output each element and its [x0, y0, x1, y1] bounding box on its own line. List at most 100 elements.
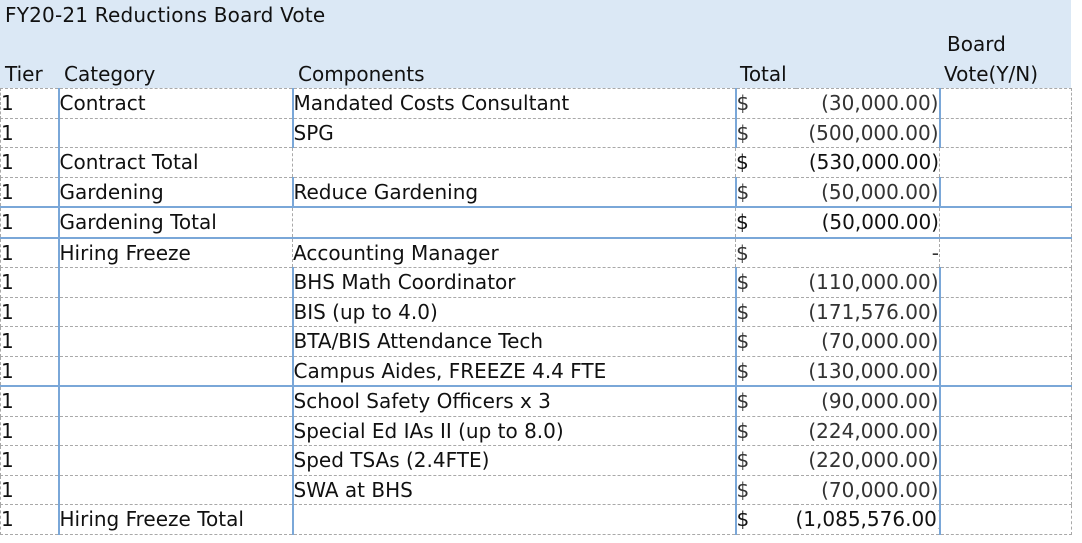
cell-category[interactable]: Hiring Freeze: [57, 237, 293, 268]
header-band: FY20-21 Reductions Board Vote Tier Categ…: [0, 0, 1071, 88]
cell-vote[interactable]: [939, 147, 1072, 178]
cell-tier[interactable]: 1: [0, 415, 59, 446]
cell-currency[interactable]: $: [734, 504, 796, 535]
cell-component[interactable]: Special Ed IAs II (up to 8.0): [291, 415, 737, 446]
cell-amount[interactable]: (171,576.00): [795, 296, 941, 327]
cell-amount[interactable]: (70,000.00): [795, 474, 941, 505]
cell-tier[interactable]: 1: [0, 88, 59, 119]
table-row: 1 Gardening Reduce Gardening $ (50,000.0…: [0, 176, 1072, 208]
cell-tier[interactable]: 1: [0, 504, 59, 535]
cell-category[interactable]: [57, 326, 293, 357]
cell-category[interactable]: [57, 296, 293, 327]
cell-tier[interactable]: 1: [0, 385, 59, 417]
cell-tier[interactable]: 1: [0, 237, 59, 268]
cell-tier[interactable]: 1: [0, 206, 59, 239]
cell-currency[interactable]: $: [734, 117, 796, 148]
cell-component[interactable]: Sped TSAs (2.4FTE): [291, 445, 737, 476]
cell-category[interactable]: [57, 267, 293, 298]
header-total[interactable]: Total: [740, 62, 787, 86]
cell-currency[interactable]: $: [734, 176, 796, 208]
cell-amount[interactable]: (220,000.00): [795, 445, 941, 476]
cell-currency[interactable]: $: [734, 88, 796, 119]
cell-vote[interactable]: [939, 355, 1072, 387]
cell-vote[interactable]: [939, 176, 1072, 208]
cell-vote[interactable]: [939, 117, 1072, 148]
cell-tier[interactable]: 1: [0, 267, 59, 298]
cell-category[interactable]: [57, 445, 293, 476]
cell-currency[interactable]: $: [734, 355, 796, 387]
cell-vote[interactable]: [939, 385, 1072, 417]
header-components[interactable]: Components: [298, 62, 425, 86]
cell-amount[interactable]: (530,000.00): [795, 147, 940, 178]
cell-amount[interactable]: (224,000.00): [795, 415, 941, 446]
cell-category[interactable]: [57, 474, 293, 505]
cell-currency[interactable]: $: [735, 206, 796, 239]
cell-amount[interactable]: (30,000.00): [795, 88, 941, 119]
cell-currency[interactable]: $: [735, 147, 796, 178]
cell-category[interactable]: Gardening: [57, 176, 294, 208]
header-tier[interactable]: Tier: [5, 62, 43, 86]
cell-vote[interactable]: [939, 206, 1072, 239]
cell-component[interactable]: Campus Aides, FREEZE 4.4 FTE: [291, 355, 737, 387]
cell-component[interactable]: Reduce Gardening: [291, 176, 737, 208]
cell-component[interactable]: BIS (up to 4.0): [291, 296, 737, 327]
cell-category[interactable]: [57, 355, 293, 387]
cell-vote[interactable]: [939, 504, 1072, 535]
cell-component[interactable]: Mandated Costs Consultant: [291, 88, 737, 119]
cell-tier[interactable]: 1: [0, 445, 59, 476]
cell-currency[interactable]: $: [734, 474, 796, 505]
cell-category[interactable]: Contract: [57, 88, 294, 119]
cell-component[interactable]: BHS Math Coordinator: [291, 267, 737, 298]
cell-component[interactable]: SWA at BHS: [291, 474, 737, 505]
cell-currency[interactable]: $: [734, 326, 796, 357]
cell-tier[interactable]: 1: [0, 355, 59, 387]
cell-component[interactable]: BTA/BIS Attendance Tech: [291, 326, 737, 357]
cell-vote[interactable]: [939, 267, 1072, 298]
cell-currency[interactable]: $: [735, 237, 796, 268]
cell-currency[interactable]: $: [734, 385, 796, 417]
table-row: 1 Gardening Total $ (50,000.00): [0, 206, 1072, 239]
cell-tier[interactable]: 1: [0, 117, 59, 148]
table-row: 1 BHS Math Coordinator $ (110,000.00): [0, 267, 1072, 298]
cell-tier[interactable]: 1: [0, 296, 59, 327]
cell-amount[interactable]: (500,000.00): [795, 117, 941, 148]
cell-amount[interactable]: (50,000.00): [795, 206, 940, 239]
cell-component[interactable]: SPG: [291, 117, 737, 148]
header-category[interactable]: Category: [64, 62, 156, 86]
cell-component[interactable]: [292, 147, 736, 178]
cell-amount[interactable]: -: [795, 237, 940, 268]
cell-vote[interactable]: [939, 474, 1072, 505]
cell-vote[interactable]: [939, 237, 1072, 268]
cell-category[interactable]: [57, 117, 294, 148]
cell-vote[interactable]: [939, 415, 1072, 446]
cell-category[interactable]: [57, 385, 293, 417]
cell-amount[interactable]: (50,000.00): [795, 176, 941, 208]
cell-category[interactable]: Contract Total: [57, 147, 293, 178]
cell-category[interactable]: Gardening Total: [57, 206, 293, 239]
cell-amount[interactable]: (1,085,576.00): [795, 504, 941, 535]
header-vote-line2[interactable]: Vote(Y/N): [944, 62, 1039, 86]
cell-tier[interactable]: 1: [0, 176, 59, 208]
cell-tier[interactable]: 1: [0, 147, 59, 178]
cell-component[interactable]: [292, 206, 736, 239]
cell-vote[interactable]: [939, 296, 1072, 327]
header-vote-line1[interactable]: Board: [947, 32, 1006, 56]
cell-category[interactable]: [57, 415, 293, 446]
cell-currency[interactable]: $: [734, 267, 796, 298]
cell-amount[interactable]: (130,000.00): [795, 355, 941, 387]
cell-vote[interactable]: [939, 88, 1072, 119]
cell-currency[interactable]: $: [734, 415, 796, 446]
cell-currency[interactable]: $: [734, 445, 796, 476]
cell-vote[interactable]: [939, 445, 1072, 476]
cell-tier[interactable]: 1: [0, 326, 59, 357]
cell-currency[interactable]: $: [734, 296, 796, 327]
cell-amount[interactable]: (110,000.00): [795, 267, 941, 298]
cell-component[interactable]: Accounting Manager: [292, 237, 736, 268]
cell-component[interactable]: [292, 504, 736, 535]
cell-category[interactable]: Hiring Freeze Total: [57, 504, 294, 535]
cell-amount[interactable]: (90,000.00): [795, 385, 941, 417]
cell-amount[interactable]: (70,000.00): [795, 326, 941, 357]
cell-vote[interactable]: [939, 326, 1072, 357]
cell-tier[interactable]: 1: [0, 474, 59, 505]
cell-component[interactable]: School Safety Officers x 3: [291, 385, 737, 417]
